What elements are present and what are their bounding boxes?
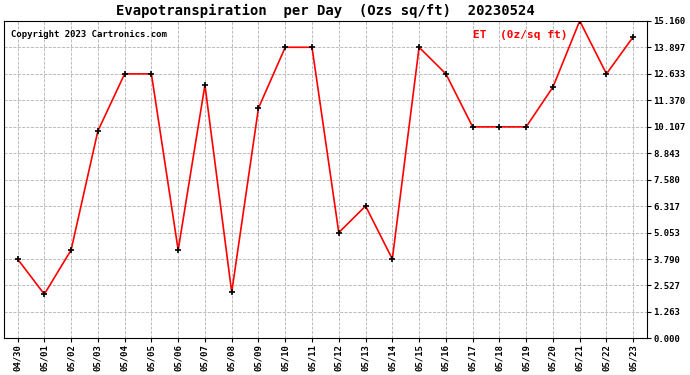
Title: Evapotranspiration  per Day  (Ozs sq/ft)  20230524: Evapotranspiration per Day (Ozs sq/ft) 2… [116, 4, 535, 18]
Text: ET  (0z/sq ft): ET (0z/sq ft) [473, 30, 568, 40]
Text: Copyright 2023 Cartronics.com: Copyright 2023 Cartronics.com [10, 30, 166, 39]
